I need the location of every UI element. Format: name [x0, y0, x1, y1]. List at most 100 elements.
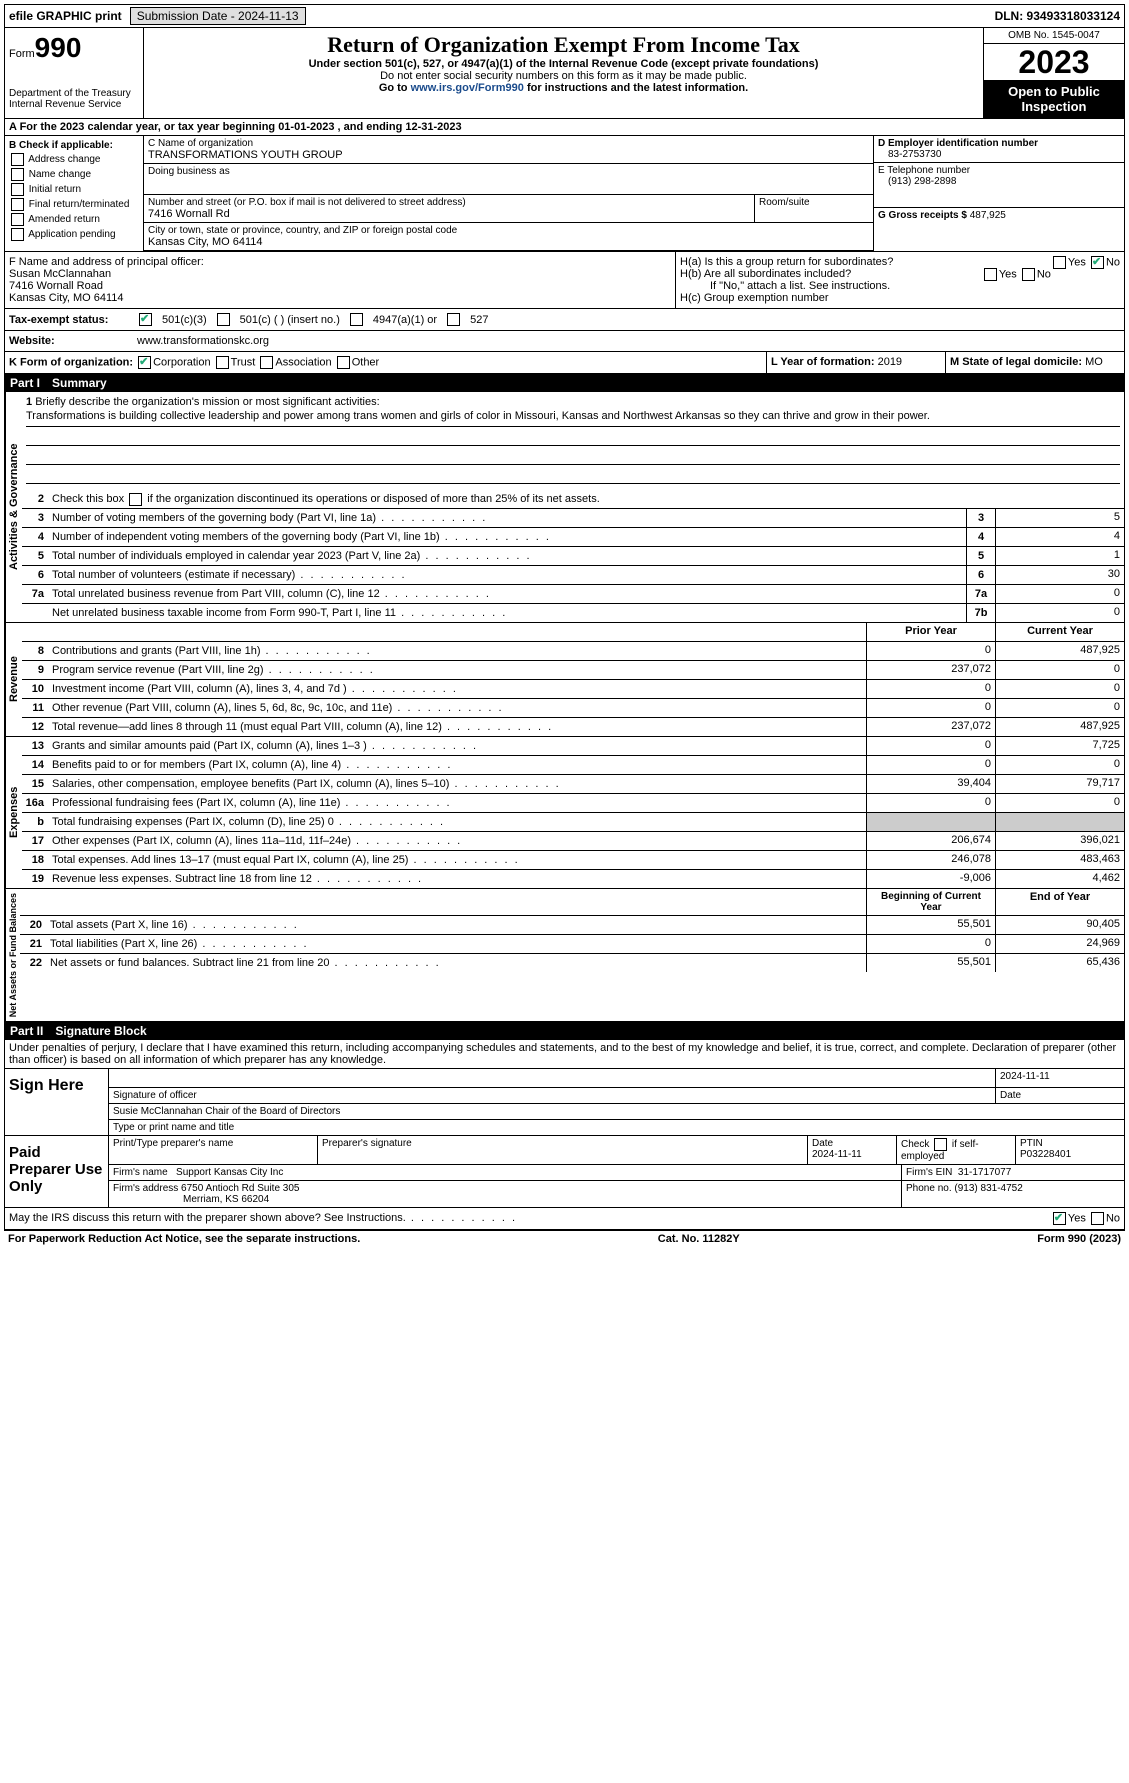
box-b-checkbox-3[interactable]: [11, 198, 24, 211]
hb-no-checkbox[interactable]: [1022, 268, 1035, 281]
signature-block: Sign Here 2024-11-11 Signature of office…: [4, 1069, 1125, 1208]
4947-checkbox[interactable]: [350, 313, 363, 326]
form-title: Return of Organization Exempt From Incom…: [148, 32, 979, 58]
submission-date-button[interactable]: Submission Date - 2024-11-13: [130, 7, 306, 25]
revenue-block: Revenue Prior YearCurrent Year 8Contribu…: [4, 623, 1125, 737]
officer-name-title: Susie McClannahan Chair of the Board of …: [109, 1104, 1124, 1119]
prep-date-hdr: Date: [812, 1138, 833, 1149]
officer-addr: 7416 Wornall Road: [9, 280, 103, 292]
hb-yes-checkbox[interactable]: [984, 268, 997, 281]
opt-trust: Trust: [231, 356, 256, 368]
other-checkbox[interactable]: [337, 356, 350, 369]
begin-year-hdr: Beginning of Current Year: [866, 889, 995, 915]
part-1-label: Part I: [10, 376, 40, 390]
ha-label: H(a) Is this a group return for subordin…: [680, 256, 893, 268]
addr-label: Number and street (or P.O. box if mail i…: [148, 197, 466, 208]
firm-addr-label: Firm's address: [113, 1183, 178, 1194]
discuss-yes-checkbox[interactable]: [1053, 1212, 1066, 1225]
form-footer: Form 990 (2023): [1037, 1233, 1121, 1245]
cat-no: Cat. No. 11282Y: [658, 1233, 740, 1245]
part-1-title: Summary: [52, 376, 107, 390]
firm-phone-label: Phone no.: [906, 1183, 952, 1194]
opt-501c: 501(c) ( ) (insert no.): [240, 314, 340, 326]
part-1-header: Part I Summary: [4, 374, 1125, 392]
row-j: Website: www.transformationskc.org: [4, 331, 1125, 352]
corp-checkbox[interactable]: [138, 356, 151, 369]
efile-label: efile GRAPHIC print: [9, 9, 122, 23]
discuss-no-checkbox[interactable]: [1091, 1212, 1104, 1225]
mission-text: Transformations is building collective l…: [26, 410, 1120, 427]
form-prefix: Form: [9, 48, 35, 60]
part-2-title: Signature Block: [55, 1024, 146, 1038]
tax-year: 2023: [984, 44, 1124, 80]
type-print-label: Type or print name and title: [109, 1120, 1124, 1135]
governance-tab: Activities & Governance: [5, 392, 22, 622]
website-value: www.transformationskc.org: [137, 335, 269, 347]
box-b-label: B Check if applicable:: [9, 140, 113, 151]
irs-discuss-row: May the IRS discuss this return with the…: [4, 1208, 1125, 1230]
mission-q: Briefly describe the organization's miss…: [35, 396, 379, 408]
goto-pre: Go to: [379, 82, 411, 94]
dept-label: Department of the Treasury Internal Reve…: [9, 88, 139, 110]
tax-status-label: Tax-exempt status:: [9, 314, 129, 326]
form-subtitle-2: Do not enter social security numbers on …: [148, 70, 979, 82]
box-b-checkbox-4[interactable]: [11, 213, 24, 226]
box-b-checkbox-2[interactable]: [11, 183, 24, 196]
officer-city: Kansas City, MO 64114: [9, 292, 124, 304]
opt-corp: Corporation: [153, 356, 210, 368]
prep-date: 2024-11-11: [812, 1149, 862, 1160]
revenue-tab: Revenue: [5, 623, 22, 736]
officer-label: F Name and address of principal officer:: [9, 256, 204, 268]
ein-label: D Employer identification number: [878, 138, 1038, 149]
box-b-checkbox-1[interactable]: [11, 168, 24, 181]
prep-name-hdr: Print/Type preparer's name: [109, 1136, 318, 1164]
year-formation-label: L Year of formation:: [771, 356, 875, 368]
row-klm: K Form of organization: Corporation Trus…: [4, 352, 1125, 374]
501c-checkbox[interactable]: [217, 313, 230, 326]
row-fh: F Name and address of principal officer:…: [4, 251, 1125, 309]
firm-addr: 6750 Antioch Rd Suite 305: [181, 1183, 299, 1194]
501c3-checkbox[interactable]: [139, 313, 152, 326]
527-checkbox[interactable]: [447, 313, 460, 326]
city-value: Kansas City, MO 64114: [148, 236, 263, 248]
gross-label: G Gross receipts $: [878, 210, 967, 221]
self-emp-label: Check if self-employed: [901, 1139, 979, 1162]
ha-no-checkbox[interactable]: [1091, 256, 1104, 269]
irs-link[interactable]: www.irs.gov/Form990: [411, 82, 524, 94]
trust-checkbox[interactable]: [216, 356, 229, 369]
ha-yes-checkbox[interactable]: [1053, 256, 1066, 269]
discontinued-checkbox[interactable]: [129, 493, 142, 506]
paid-preparer-label: Paid Preparer Use Only: [5, 1136, 109, 1207]
omb-number: OMB No. 1545-0047: [984, 28, 1124, 44]
form-subtitle-1: Under section 501(c), 527, or 4947(a)(1)…: [148, 58, 979, 70]
phone-value: (913) 298-2898: [878, 176, 956, 187]
row-a: A For the 2023 calendar year, or tax yea…: [4, 119, 1125, 136]
assoc-checkbox[interactable]: [260, 356, 273, 369]
prior-year-hdr: Prior Year: [866, 623, 995, 641]
ptin: P03228401: [1020, 1149, 1071, 1160]
firm-name: Support Kansas City Inc: [176, 1167, 283, 1178]
officer-name: Susan McClannahan: [9, 268, 111, 280]
page-footer: For Paperwork Reduction Act Notice, see …: [4, 1230, 1125, 1247]
dln-label: DLN: 93493318033124: [995, 9, 1120, 23]
gross-value: 487,925: [970, 210, 1006, 221]
net-assets-block: Net Assets or Fund Balances Beginning of…: [4, 889, 1125, 1022]
hb-label: H(b) Are all subordinates included?: [680, 268, 851, 280]
line-2: Check this box if the organization disco…: [52, 493, 600, 505]
domicile-label: M State of legal domicile:: [950, 356, 1082, 368]
part-2-label: Part II: [10, 1024, 43, 1038]
self-emp-checkbox[interactable]: [934, 1138, 947, 1151]
firm-city: Merriam, KS 66204: [113, 1194, 269, 1205]
box-b-checkbox-5[interactable]: [11, 228, 24, 241]
opt-other: Other: [352, 356, 380, 368]
expenses-tab: Expenses: [5, 737, 22, 888]
website-label: Website:: [9, 335, 129, 347]
opt-assoc: Association: [275, 356, 331, 368]
firm-ein-label: Firm's EIN: [906, 1167, 952, 1178]
firm-phone: (913) 831-4752: [954, 1183, 1022, 1194]
ptin-hdr: PTIN: [1020, 1138, 1043, 1149]
phone-label: E Telephone number: [878, 165, 970, 176]
addr-value: 7416 Wornall Rd: [148, 208, 230, 220]
box-b-checkbox-0[interactable]: [11, 153, 24, 166]
top-bar: efile GRAPHIC print Submission Date - 20…: [4, 4, 1125, 28]
